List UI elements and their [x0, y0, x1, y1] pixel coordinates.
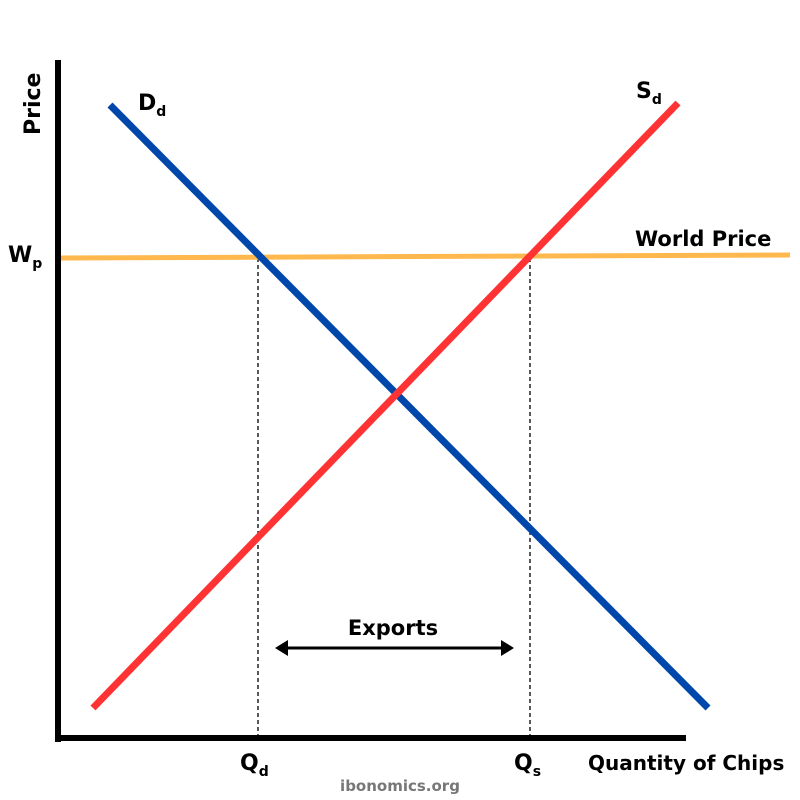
world-price-label: World Price	[635, 227, 771, 251]
supply-label: Sd	[636, 79, 662, 108]
exports-arrow	[275, 640, 514, 656]
demand-curve	[107, 102, 711, 711]
world-price-line	[59, 252, 791, 261]
supply-curve	[90, 100, 681, 711]
world-price-axis-label: Wp	[8, 243, 42, 272]
watermark: ibonomics.org	[340, 777, 460, 795]
y-axis-label: Price	[21, 73, 46, 135]
qd-label: Qd	[240, 751, 269, 780]
demand-label: Dd	[138, 91, 166, 120]
exports-label: Exports	[348, 616, 438, 640]
qs-label: Qs	[514, 751, 541, 780]
x-axis-label: Quantity of Chips	[588, 751, 784, 775]
